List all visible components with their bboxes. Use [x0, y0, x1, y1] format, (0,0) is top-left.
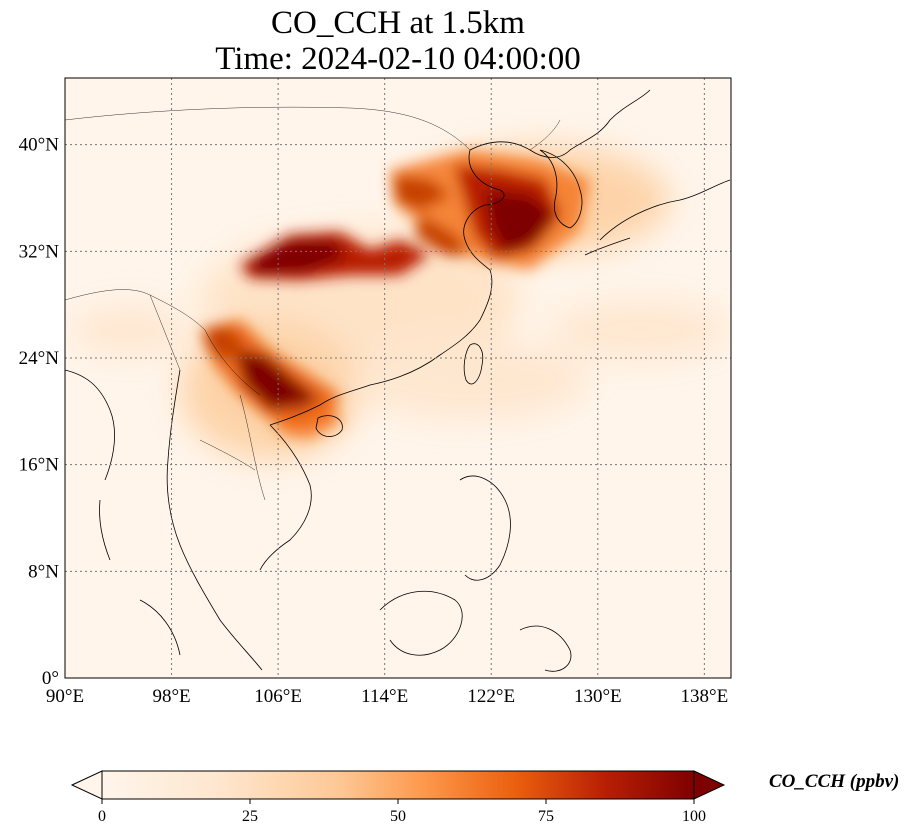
lon-tick-label: 106°E [254, 686, 302, 707]
lon-tick-label: 130°E [574, 686, 622, 707]
colorbar-extend-low [70, 770, 103, 800]
lat-tick-label: 24°N [19, 348, 60, 369]
plot-title-line2: Time: 2024-02-10 04:00:00 [215, 41, 581, 77]
lon-tick-label: 138°E [681, 686, 729, 707]
lat-tick-label: 16°N [19, 455, 60, 476]
colorbar-tick-label: 100 [682, 808, 706, 825]
lat-tick-label: 32°N [19, 241, 60, 262]
longitude-tick-labels: 90°E 98°E 106°E 114°E 122°E 130°E 138°E [46, 686, 728, 707]
lon-tick-label: 98°E [152, 686, 190, 707]
country-borders [65, 106, 561, 501]
lat-tick-label: 0° [42, 668, 59, 689]
lon-tick-label: 122°E [467, 686, 515, 707]
lat-tick-label: 40°N [19, 135, 60, 156]
coastlines [65, 89, 731, 672]
colorbar-tick-label: 50 [390, 808, 406, 825]
latitude-tick-labels: 0° 8°N 16°N 24°N 32°N 40°N [19, 135, 60, 689]
lat-tick-label: 8°N [28, 561, 59, 582]
colorbar-gradient [101, 770, 695, 800]
colorbar-extend-high [693, 770, 726, 800]
co-concentration-field [70, 145, 730, 460]
colorbar-tick-label: 75 [538, 808, 554, 825]
gridlines [65, 78, 731, 678]
lon-tick-label: 114°E [361, 686, 408, 707]
colorbar-tick-label: 25 [242, 808, 258, 825]
map-frame [64, 77, 732, 679]
colorbar: 0 25 50 75 100 CO_CCH (ppbv) [70, 770, 899, 825]
colorbar-label: CO_CCH (ppbv) [769, 771, 899, 792]
colorbar-tick-label: 0 [98, 808, 106, 825]
plot-title-line1: CO_CCH at 1.5km [271, 5, 525, 41]
lon-tick-label: 90°E [46, 686, 84, 707]
